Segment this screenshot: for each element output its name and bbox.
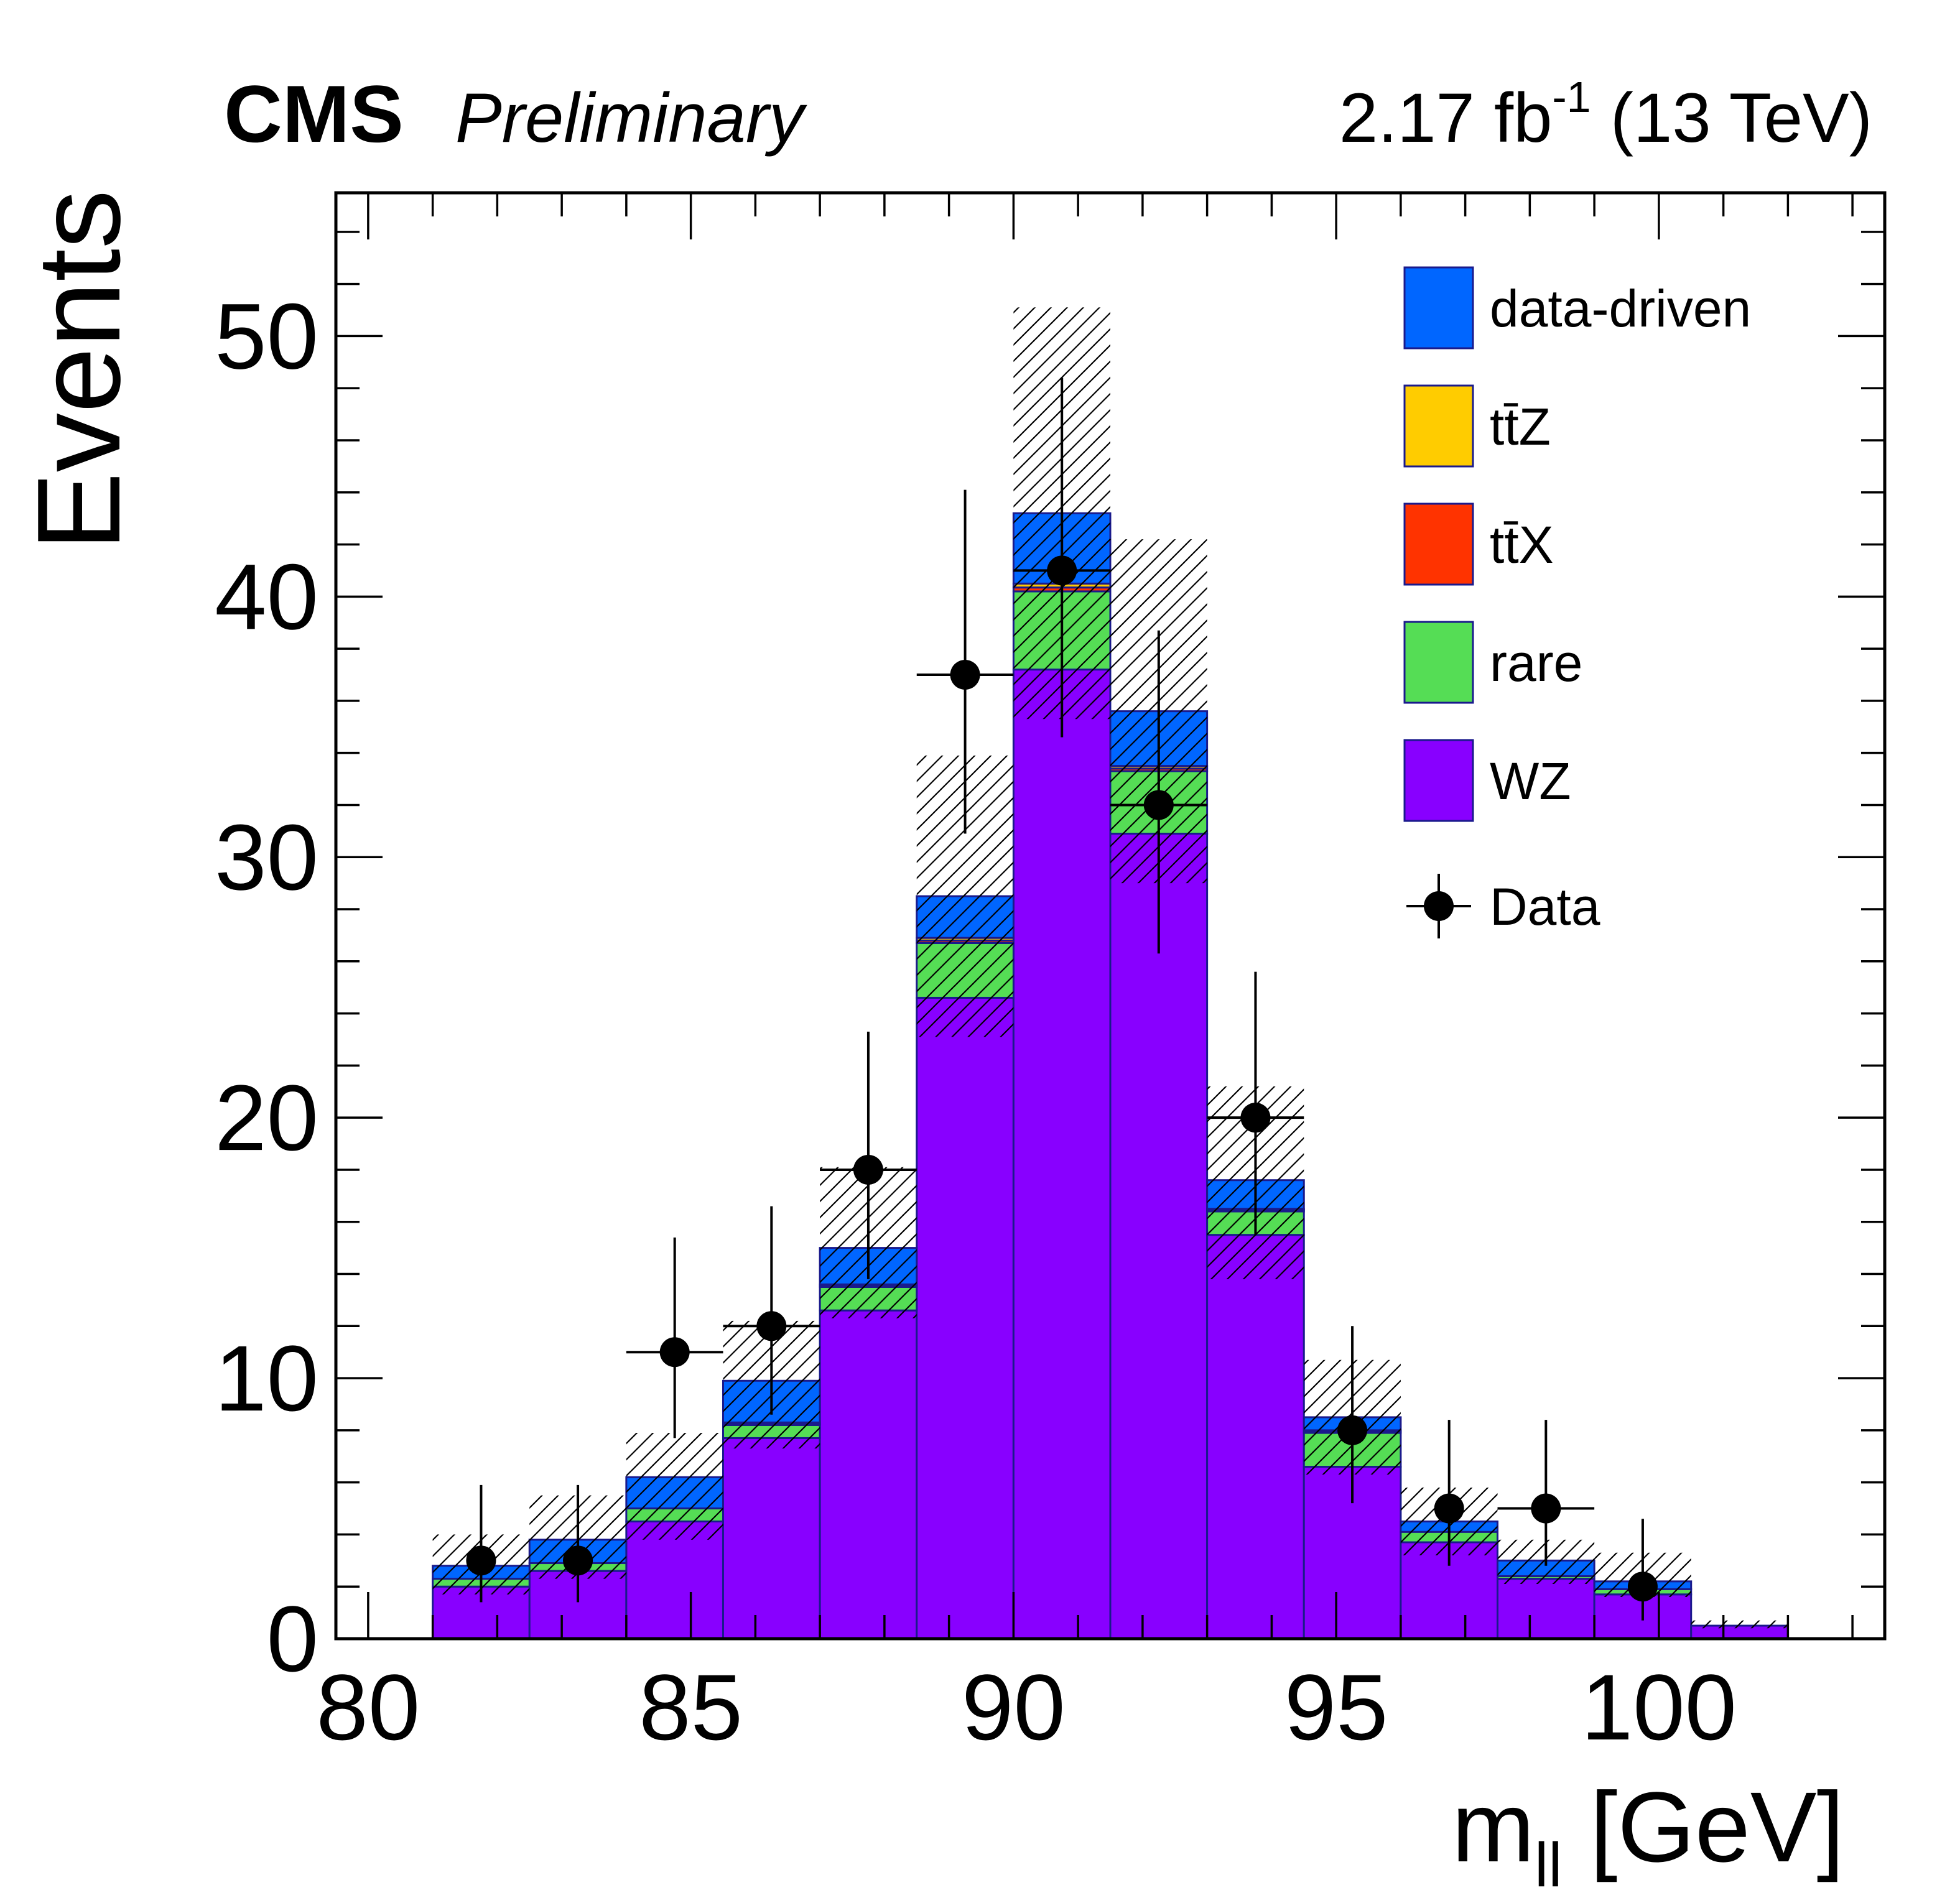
- luminosity-label: 2.17 fb-1 (13 TeV): [1339, 73, 1872, 157]
- x-axis-label-unit: [GeV]: [1562, 1771, 1844, 1882]
- x-axis-label-main: m: [1452, 1771, 1535, 1882]
- legend-swatch-data-driven: [1403, 266, 1474, 350]
- y-axis-label: Events: [13, 190, 145, 551]
- y-tick-label-0: 0: [267, 1586, 318, 1691]
- data-point-13: [1627, 1572, 1658, 1602]
- legend: data-driven tt̄Z tt̄X rare WZ Data: [1403, 266, 1751, 938]
- data-point-3: [659, 1337, 690, 1368]
- bar-wz-bin-9: [1206, 1234, 1305, 1640]
- data-point-4: [756, 1311, 787, 1341]
- legend-swatch-ttz: [1403, 384, 1474, 468]
- x-tick-label-90: 90: [962, 1655, 1066, 1759]
- legend-label-ttx: tt̄X: [1490, 516, 1554, 574]
- legend-label-data-driven: data-driven: [1490, 279, 1751, 338]
- data-point-10: [1337, 1415, 1368, 1445]
- y-tick-label-40: 40: [215, 544, 318, 649]
- bar-wz-bin-8: [1109, 833, 1209, 1640]
- y-tick-label-10: 10: [215, 1326, 318, 1430]
- legend-swatch-rare: [1403, 621, 1474, 704]
- data-point-8: [1143, 790, 1174, 820]
- legend-data-marker: [1424, 891, 1454, 921]
- x-tick-label-100: 100: [1581, 1655, 1737, 1759]
- x-tick-label-95: 95: [1284, 1655, 1388, 1759]
- bar-wz-bin-6: [916, 996, 1015, 1640]
- bar-wz-bin-12: [1497, 1578, 1595, 1640]
- y-tick-label-50: 50: [215, 284, 318, 388]
- data-point-7: [1047, 555, 1077, 586]
- lumi-exponent: -1: [1552, 73, 1591, 121]
- legend-label-data: Data: [1490, 877, 1600, 936]
- lumi-prefix: 2.17 fb: [1339, 79, 1553, 157]
- legend-swatch-wz: [1403, 739, 1474, 822]
- preliminary-label: Preliminary: [455, 79, 807, 157]
- bar-wz-bin-4: [722, 1437, 821, 1640]
- data-point-9: [1240, 1103, 1271, 1133]
- data-point-1: [466, 1545, 496, 1576]
- legend-swatch-ttx: [1403, 502, 1474, 586]
- data-point-11: [1434, 1493, 1464, 1524]
- plot-area: 0 10 20 30 40 50 80 85 90 95 100: [215, 191, 1887, 1759]
- data-point-5: [853, 1154, 883, 1185]
- legend-label-wz: WZ: [1490, 752, 1571, 810]
- data-point-2: [563, 1545, 593, 1576]
- plot-frame: [334, 191, 1887, 1641]
- x-tick-label-80: 80: [316, 1655, 420, 1759]
- bar-wz-bin-5: [819, 1309, 918, 1640]
- uncertainty-band-bin-3: [626, 1433, 723, 1540]
- data-point-12: [1531, 1493, 1561, 1524]
- data-point-6: [950, 660, 980, 690]
- lumi-suffix: (13 TeV): [1591, 79, 1872, 157]
- bar-wz-bin-7: [1012, 669, 1112, 1640]
- legend-label-rare: rare: [1490, 634, 1582, 692]
- y-tick-label-20: 20: [215, 1065, 318, 1170]
- y-tick-label-30: 30: [215, 805, 318, 909]
- cms-brand: CMS: [224, 68, 404, 159]
- x-tick-label-85: 85: [639, 1655, 743, 1759]
- uncertainty-band-bin-14: [1691, 1620, 1788, 1629]
- x-axis-label: mll [GeV]: [1452, 1771, 1844, 1900]
- legend-label-ttz: tt̄Z: [1490, 397, 1551, 456]
- x-axis-label-sub: ll: [1535, 1830, 1562, 1900]
